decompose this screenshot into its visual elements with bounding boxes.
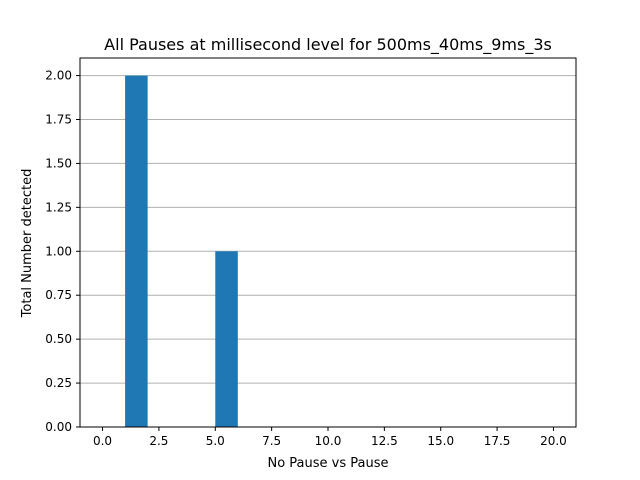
y-tick-label-5: 1.25 <box>45 200 72 214</box>
grid <box>80 75 576 428</box>
x-tick-label-1: 2.5 <box>149 434 168 448</box>
x-tick-label-8: 20.0 <box>540 434 567 448</box>
x-axis: 0.0 2.5 5.0 7.5 10.0 12.5 15.0 17.5 20.0 <box>93 427 567 448</box>
y-axis: 0.00 0.25 0.50 0.75 1.00 1.25 1.50 1.75 2.00 <box>45 69 80 434</box>
x-tick-label-2: 5.0 <box>206 434 225 448</box>
chart-title: All Pauses at millisecond level for 500m… <box>104 35 552 55</box>
y-tick-label-2: 0.50 <box>45 332 72 346</box>
x-axis-label: No Pause vs Pause <box>267 456 388 471</box>
bars <box>125 75 238 428</box>
plot-frame <box>79 57 577 428</box>
y-tick-label-8: 2.00 <box>45 69 72 83</box>
y-tick-label-4: 1.00 <box>45 244 72 258</box>
y-tick-label-7: 1.75 <box>45 113 72 127</box>
y-axis-label: Total Number detected <box>20 169 35 319</box>
x-tick-label-7: 17.5 <box>484 434 511 448</box>
bar-0 <box>125 75 148 428</box>
y-tick-label-0: 0.00 <box>45 420 72 434</box>
y-tick-label-1: 0.25 <box>45 376 72 390</box>
x-tick-label-4: 10.0 <box>315 434 342 448</box>
bar-1 <box>215 251 238 427</box>
x-tick-label-0: 0.0 <box>93 434 112 448</box>
x-tick-label-6: 15.0 <box>427 434 454 448</box>
x-tick-label-5: 12.5 <box>371 434 398 448</box>
y-tick-label-6: 1.50 <box>45 156 72 170</box>
y-tick-label-3: 0.75 <box>45 288 72 302</box>
x-tick-label-3: 7.5 <box>262 434 281 448</box>
